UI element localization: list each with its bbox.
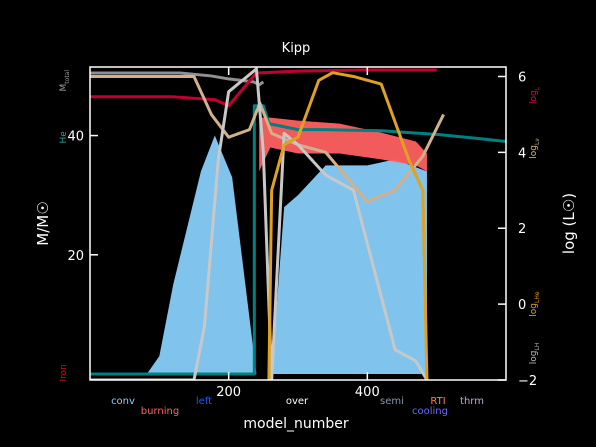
chart-title: Kipp (282, 41, 311, 56)
y-left-tick-label: 40 (67, 130, 84, 145)
legend-item-conv: conv (111, 396, 135, 407)
legend-item-burning: burning (141, 406, 179, 417)
series-line-log-lhe (267, 71, 429, 380)
series-line-log-lh (90, 67, 429, 380)
legend-item-left: left (196, 396, 212, 407)
plot-frame (89, 66, 507, 381)
series-line-iron (90, 68, 437, 108)
x-tick-label: 200 (216, 385, 241, 400)
x-axis-label: model_number (243, 416, 348, 432)
y-right-tick-label: −2 (518, 374, 537, 389)
y-left-tick-label: 20 (67, 249, 84, 264)
y-right-axis-label: log (L☉) (560, 193, 578, 254)
legend-item-cooling: cooling (412, 406, 448, 417)
y-right-tick-label: 2 (518, 222, 526, 237)
series-line-log-l (90, 74, 445, 204)
legend-item-rti: RTI (430, 396, 445, 407)
legend-item-semi: semi (380, 396, 404, 407)
left-axis-tag: He (59, 131, 69, 144)
right-axis-tag: logL (529, 86, 541, 104)
region-convection-0 (146, 135, 427, 375)
legend-item-thrm: thrm (460, 396, 484, 407)
legend-item-over: over (286, 396, 309, 407)
y-right-tick-label: 0 (518, 298, 526, 313)
y-right-tick-label: 6 (518, 70, 526, 85)
y-left-axis-label: M/M☉ (34, 201, 52, 245)
plot-area (90, 67, 506, 380)
left-axis-tag: Iron (59, 364, 69, 381)
y-right-tick-label: 4 (518, 146, 526, 161)
series-line-he (90, 104, 506, 376)
x-tick-label: 400 (355, 385, 380, 400)
